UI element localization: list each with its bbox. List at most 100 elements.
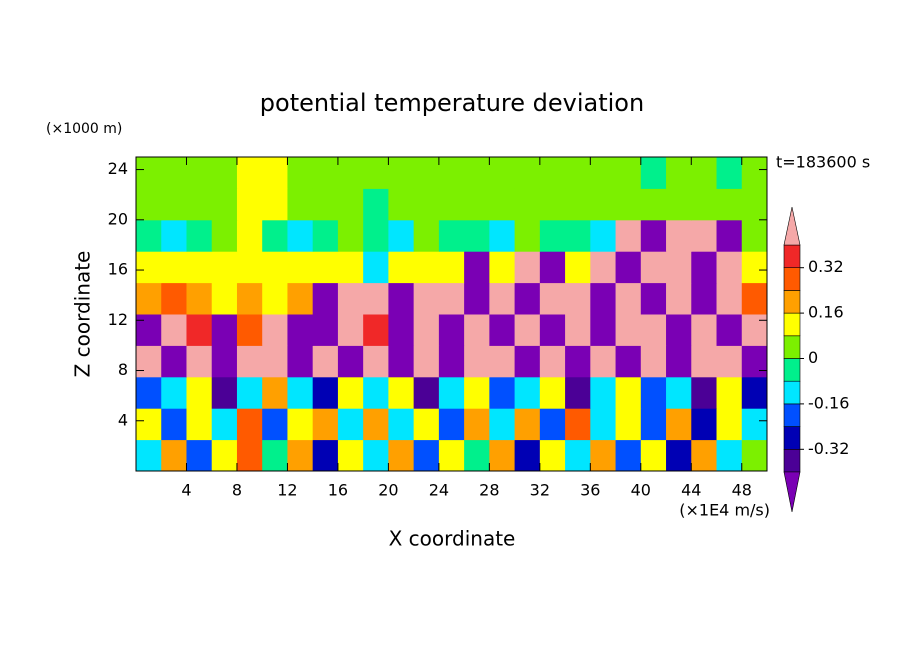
contour-cell <box>464 408 490 441</box>
y-tick-label: 20 <box>108 209 128 228</box>
contour-cell <box>514 376 541 409</box>
contour-cell <box>262 188 288 221</box>
contour-cell <box>438 345 465 378</box>
colorbar-box <box>783 448 801 473</box>
contour-cell <box>388 345 415 378</box>
colorbar-box <box>783 267 801 291</box>
contour-cell <box>211 408 238 441</box>
contour-cell <box>236 282 263 315</box>
contour-cell <box>136 282 162 315</box>
contour-cell <box>312 408 339 441</box>
contour-cell <box>489 376 516 409</box>
x-tick-label: 32 <box>530 481 550 500</box>
contour-cell <box>363 251 389 284</box>
y-tick-label: 16 <box>108 260 128 279</box>
contour-cell <box>287 345 314 378</box>
contour-cell <box>741 219 768 252</box>
contour-cell <box>640 314 667 346</box>
contour-cell <box>363 408 389 441</box>
colorbar-box <box>783 244 801 269</box>
y-tick-label: 8 <box>118 360 128 379</box>
contour-cell <box>691 219 718 252</box>
contour-cell <box>337 345 364 378</box>
contour-cell <box>236 219 263 252</box>
contour-cell <box>464 251 490 284</box>
contour-cell <box>438 188 465 221</box>
contour-cell <box>363 439 389 472</box>
contour-cell <box>262 282 288 315</box>
contour-cell <box>691 282 718 315</box>
contour-cell <box>413 314 440 346</box>
colorbar-tick-label: 0.32 <box>808 257 844 276</box>
contour-cell <box>186 219 213 252</box>
contour-cell <box>236 188 263 221</box>
contour-cell <box>287 314 314 346</box>
colorbar-box <box>783 290 801 314</box>
colorbar-box <box>783 358 801 382</box>
contour-cell <box>413 157 440 189</box>
contour-cell <box>590 439 617 472</box>
contour-cell <box>716 345 743 378</box>
contour-cell <box>136 251 162 284</box>
contour-cell <box>615 219 642 252</box>
contour-cell <box>666 345 692 378</box>
contour-cell <box>186 282 213 315</box>
contour-cell <box>615 408 642 441</box>
contour-cell <box>464 188 490 221</box>
contour-cell <box>363 314 389 346</box>
contour-cell <box>388 157 415 189</box>
contour-cell <box>438 282 465 315</box>
contour-cell <box>691 314 718 346</box>
contour-cell <box>539 376 566 409</box>
contour-cell <box>666 157 692 189</box>
contour-cell <box>161 251 187 284</box>
contour-cell <box>691 408 718 441</box>
contour-cell <box>413 188 440 221</box>
contour-cell <box>666 439 692 472</box>
x-tick-label: 12 <box>277 481 297 500</box>
contour-cell <box>741 345 768 378</box>
contour-cell <box>236 345 263 378</box>
contour-cell <box>312 251 339 284</box>
contour-cell <box>236 376 263 409</box>
contour-cell <box>615 251 642 284</box>
contour-cell <box>666 219 692 252</box>
y-unit: (×1000 m) <box>46 121 122 137</box>
colorbar-box <box>783 380 801 405</box>
colorbar-box <box>783 403 801 427</box>
contour-cell <box>363 282 389 315</box>
contour-cell <box>287 408 314 441</box>
contour-cell <box>464 282 490 315</box>
contour-cell <box>741 157 768 189</box>
contour-cell <box>666 376 692 409</box>
contour-cell <box>287 219 314 252</box>
contour-cell <box>590 282 617 315</box>
contour-cell <box>716 219 743 252</box>
contour-cell <box>666 314 692 346</box>
contour-cell <box>136 157 162 189</box>
colorbar-tick-label: -0.32 <box>808 439 849 458</box>
contour-cell <box>691 157 718 189</box>
contour-cell <box>615 439 642 472</box>
contour-cell <box>186 345 213 378</box>
contour-cell <box>337 219 364 252</box>
contour-cell <box>337 282 364 315</box>
contour-cell <box>565 157 591 189</box>
contour-cell <box>388 376 415 409</box>
contour-cell <box>136 188 162 221</box>
contour-cell <box>161 314 187 346</box>
contour-cell <box>464 345 490 378</box>
contour-cell <box>438 314 465 346</box>
contour-cell <box>691 439 718 472</box>
contour-cell <box>211 345 238 378</box>
contour-cell <box>514 439 541 472</box>
contour-cell <box>716 314 743 346</box>
contour-cell <box>388 282 415 315</box>
contour-cell <box>716 282 743 315</box>
contour-cell <box>388 314 415 346</box>
colorbar-tick-label: 0.16 <box>808 303 844 322</box>
contour-cell <box>464 376 490 409</box>
contour-cell <box>539 219 566 252</box>
contour-cell <box>590 408 617 441</box>
